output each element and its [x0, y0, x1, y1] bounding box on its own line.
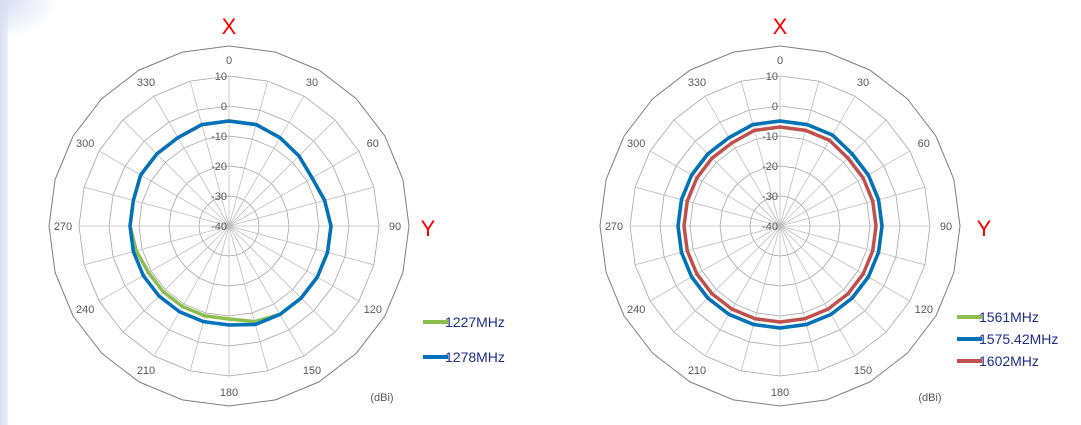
- x-axis-title: X: [773, 14, 788, 39]
- polar-spoke: [189, 225, 230, 371]
- polar-spoke: [122, 225, 230, 333]
- angle-label: 180: [771, 387, 789, 399]
- angle-label: 210: [137, 365, 155, 377]
- x-axis-title: X: [222, 14, 237, 39]
- polar-spoke: [649, 150, 781, 227]
- polar-spoke: [673, 225, 781, 333]
- radial-tick-label: -20: [762, 161, 778, 173]
- angle-label: 240: [76, 304, 94, 316]
- polar-spoke: [779, 150, 911, 227]
- polar-spoke: [779, 81, 820, 227]
- slide-corner-decoration: [0, 0, 60, 40]
- polar-spoke: [98, 225, 230, 302]
- polar-spoke: [84, 186, 230, 227]
- radial-tick-label: -30: [762, 191, 778, 203]
- polar-chart-left: 0 30 60 90 120 150 180 210 240 270 300 330 10 0 -10 -20…: [48, 14, 505, 407]
- angle-label: 300: [76, 138, 94, 150]
- angle-label: 0: [226, 55, 232, 67]
- polar-spoke: [228, 225, 336, 333]
- polar-spoke: [228, 150, 360, 227]
- angle-label: 30: [857, 77, 869, 89]
- angle-label: 270: [54, 221, 72, 233]
- angle-label: 30: [306, 77, 318, 89]
- series-line: [682, 125, 878, 324]
- polar-spoke: [779, 186, 925, 227]
- polar-spoke: [635, 225, 781, 266]
- polar-spoke: [779, 119, 887, 227]
- polar-spoke: [779, 225, 820, 371]
- polar-spoke: [673, 119, 781, 227]
- polar-spoke: [649, 225, 781, 302]
- polar-spoke: [228, 225, 269, 371]
- angle-label: 330: [688, 77, 706, 89]
- radial-tick-label: -10: [211, 131, 227, 143]
- polar-spoke: [228, 81, 269, 227]
- angle-label: 90: [940, 221, 952, 233]
- unit-label: (dBi): [918, 392, 941, 404]
- legend-label: 1561MHz: [979, 309, 1039, 325]
- polar-spoke: [635, 186, 781, 227]
- polar-spoke: [779, 95, 856, 227]
- y-axis-title: Y: [421, 216, 436, 241]
- angle-label: 120: [364, 304, 382, 316]
- series-line: [676, 119, 884, 330]
- legend-label: 1602MHz: [979, 353, 1039, 369]
- slide-edge-decoration: [0, 0, 8, 425]
- polar-spoke: [98, 150, 230, 227]
- polar-spoke: [228, 119, 336, 227]
- polar-spoke: [228, 186, 374, 227]
- radial-tick-label: 10: [215, 71, 227, 83]
- radial-tick-label: -40: [211, 221, 227, 233]
- angle-label: 60: [367, 138, 379, 150]
- polar-spoke: [228, 225, 305, 357]
- angle-label: 120: [915, 304, 933, 316]
- angle-label: 180: [220, 387, 238, 399]
- angle-label: 270: [605, 221, 623, 233]
- y-axis-title: Y: [977, 216, 992, 241]
- polar-spoke: [153, 95, 230, 227]
- polar-spoke: [122, 119, 230, 227]
- polar-spoke: [779, 225, 911, 302]
- polar-spoke: [740, 225, 781, 371]
- polar-grid-ring: [48, 45, 410, 407]
- radial-tick-label: -20: [211, 161, 227, 173]
- angle-label: 60: [918, 138, 930, 150]
- angle-label: 0: [777, 55, 783, 67]
- radial-tick-label: -10: [762, 131, 778, 143]
- polar-spoke: [228, 95, 305, 227]
- polar-grid-ring: [599, 45, 961, 407]
- polar-spoke: [779, 225, 925, 266]
- angle-label: 210: [688, 365, 706, 377]
- polar-spoke: [779, 225, 856, 357]
- radial-tick-label: -40: [762, 221, 778, 233]
- polar-spoke: [779, 225, 887, 333]
- angle-label: 150: [854, 365, 872, 377]
- polar-spoke: [84, 225, 230, 266]
- radial-tick-label: 10: [766, 71, 778, 83]
- angle-label: 90: [389, 221, 401, 233]
- polar-spoke: [153, 225, 230, 357]
- polar-spoke: [704, 225, 781, 357]
- unit-label: (dBi): [370, 392, 393, 404]
- angle-label: 300: [627, 138, 645, 150]
- polar-spoke: [704, 95, 781, 227]
- angle-label: 330: [137, 77, 155, 89]
- radial-tick-label: 0: [772, 101, 778, 113]
- series-line: [128, 119, 333, 327]
- angle-label: 150: [303, 365, 321, 377]
- polar-spoke: [740, 81, 781, 227]
- legend-label: 1278MHz: [445, 349, 505, 365]
- polar-spoke: [189, 81, 230, 227]
- polar-spoke: [228, 225, 374, 266]
- legend-label: 1575.42MHz: [979, 331, 1058, 347]
- radial-tick-label: 0: [221, 101, 227, 113]
- angle-label: 240: [627, 304, 645, 316]
- legend-label: 1227MHz: [445, 314, 505, 330]
- polar-chart-right: 0 30 60 90 120 150 180 210 240 270 300 330 10 0 -10 -20…: [599, 14, 1058, 407]
- polar-spoke: [228, 225, 360, 302]
- radial-tick-label: -30: [211, 191, 227, 203]
